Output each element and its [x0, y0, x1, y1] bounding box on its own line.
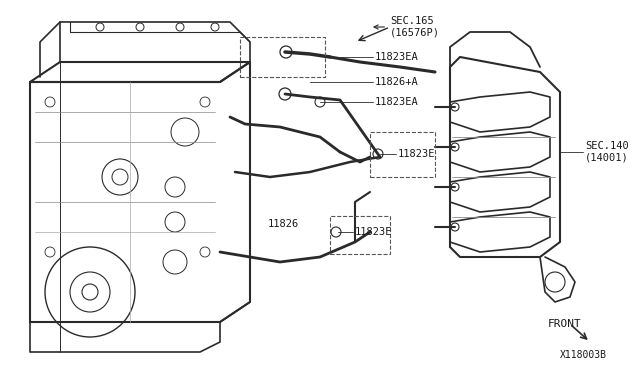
Text: X118003B: X118003B — [560, 350, 607, 360]
Text: SEC.165
(16576P): SEC.165 (16576P) — [374, 16, 440, 38]
Text: SEC.140
(14001): SEC.140 (14001) — [585, 141, 628, 163]
Text: 11826+A: 11826+A — [375, 77, 419, 87]
Text: 11823E: 11823E — [355, 227, 392, 237]
Text: FRONT: FRONT — [548, 319, 582, 329]
Bar — [370, 132, 435, 177]
Text: 11826: 11826 — [268, 219, 300, 229]
Text: 11823EA: 11823EA — [375, 52, 419, 62]
Bar — [330, 216, 390, 254]
Text: 11823EA: 11823EA — [375, 97, 419, 107]
Text: 11823E: 11823E — [398, 149, 435, 159]
Bar — [240, 37, 325, 77]
